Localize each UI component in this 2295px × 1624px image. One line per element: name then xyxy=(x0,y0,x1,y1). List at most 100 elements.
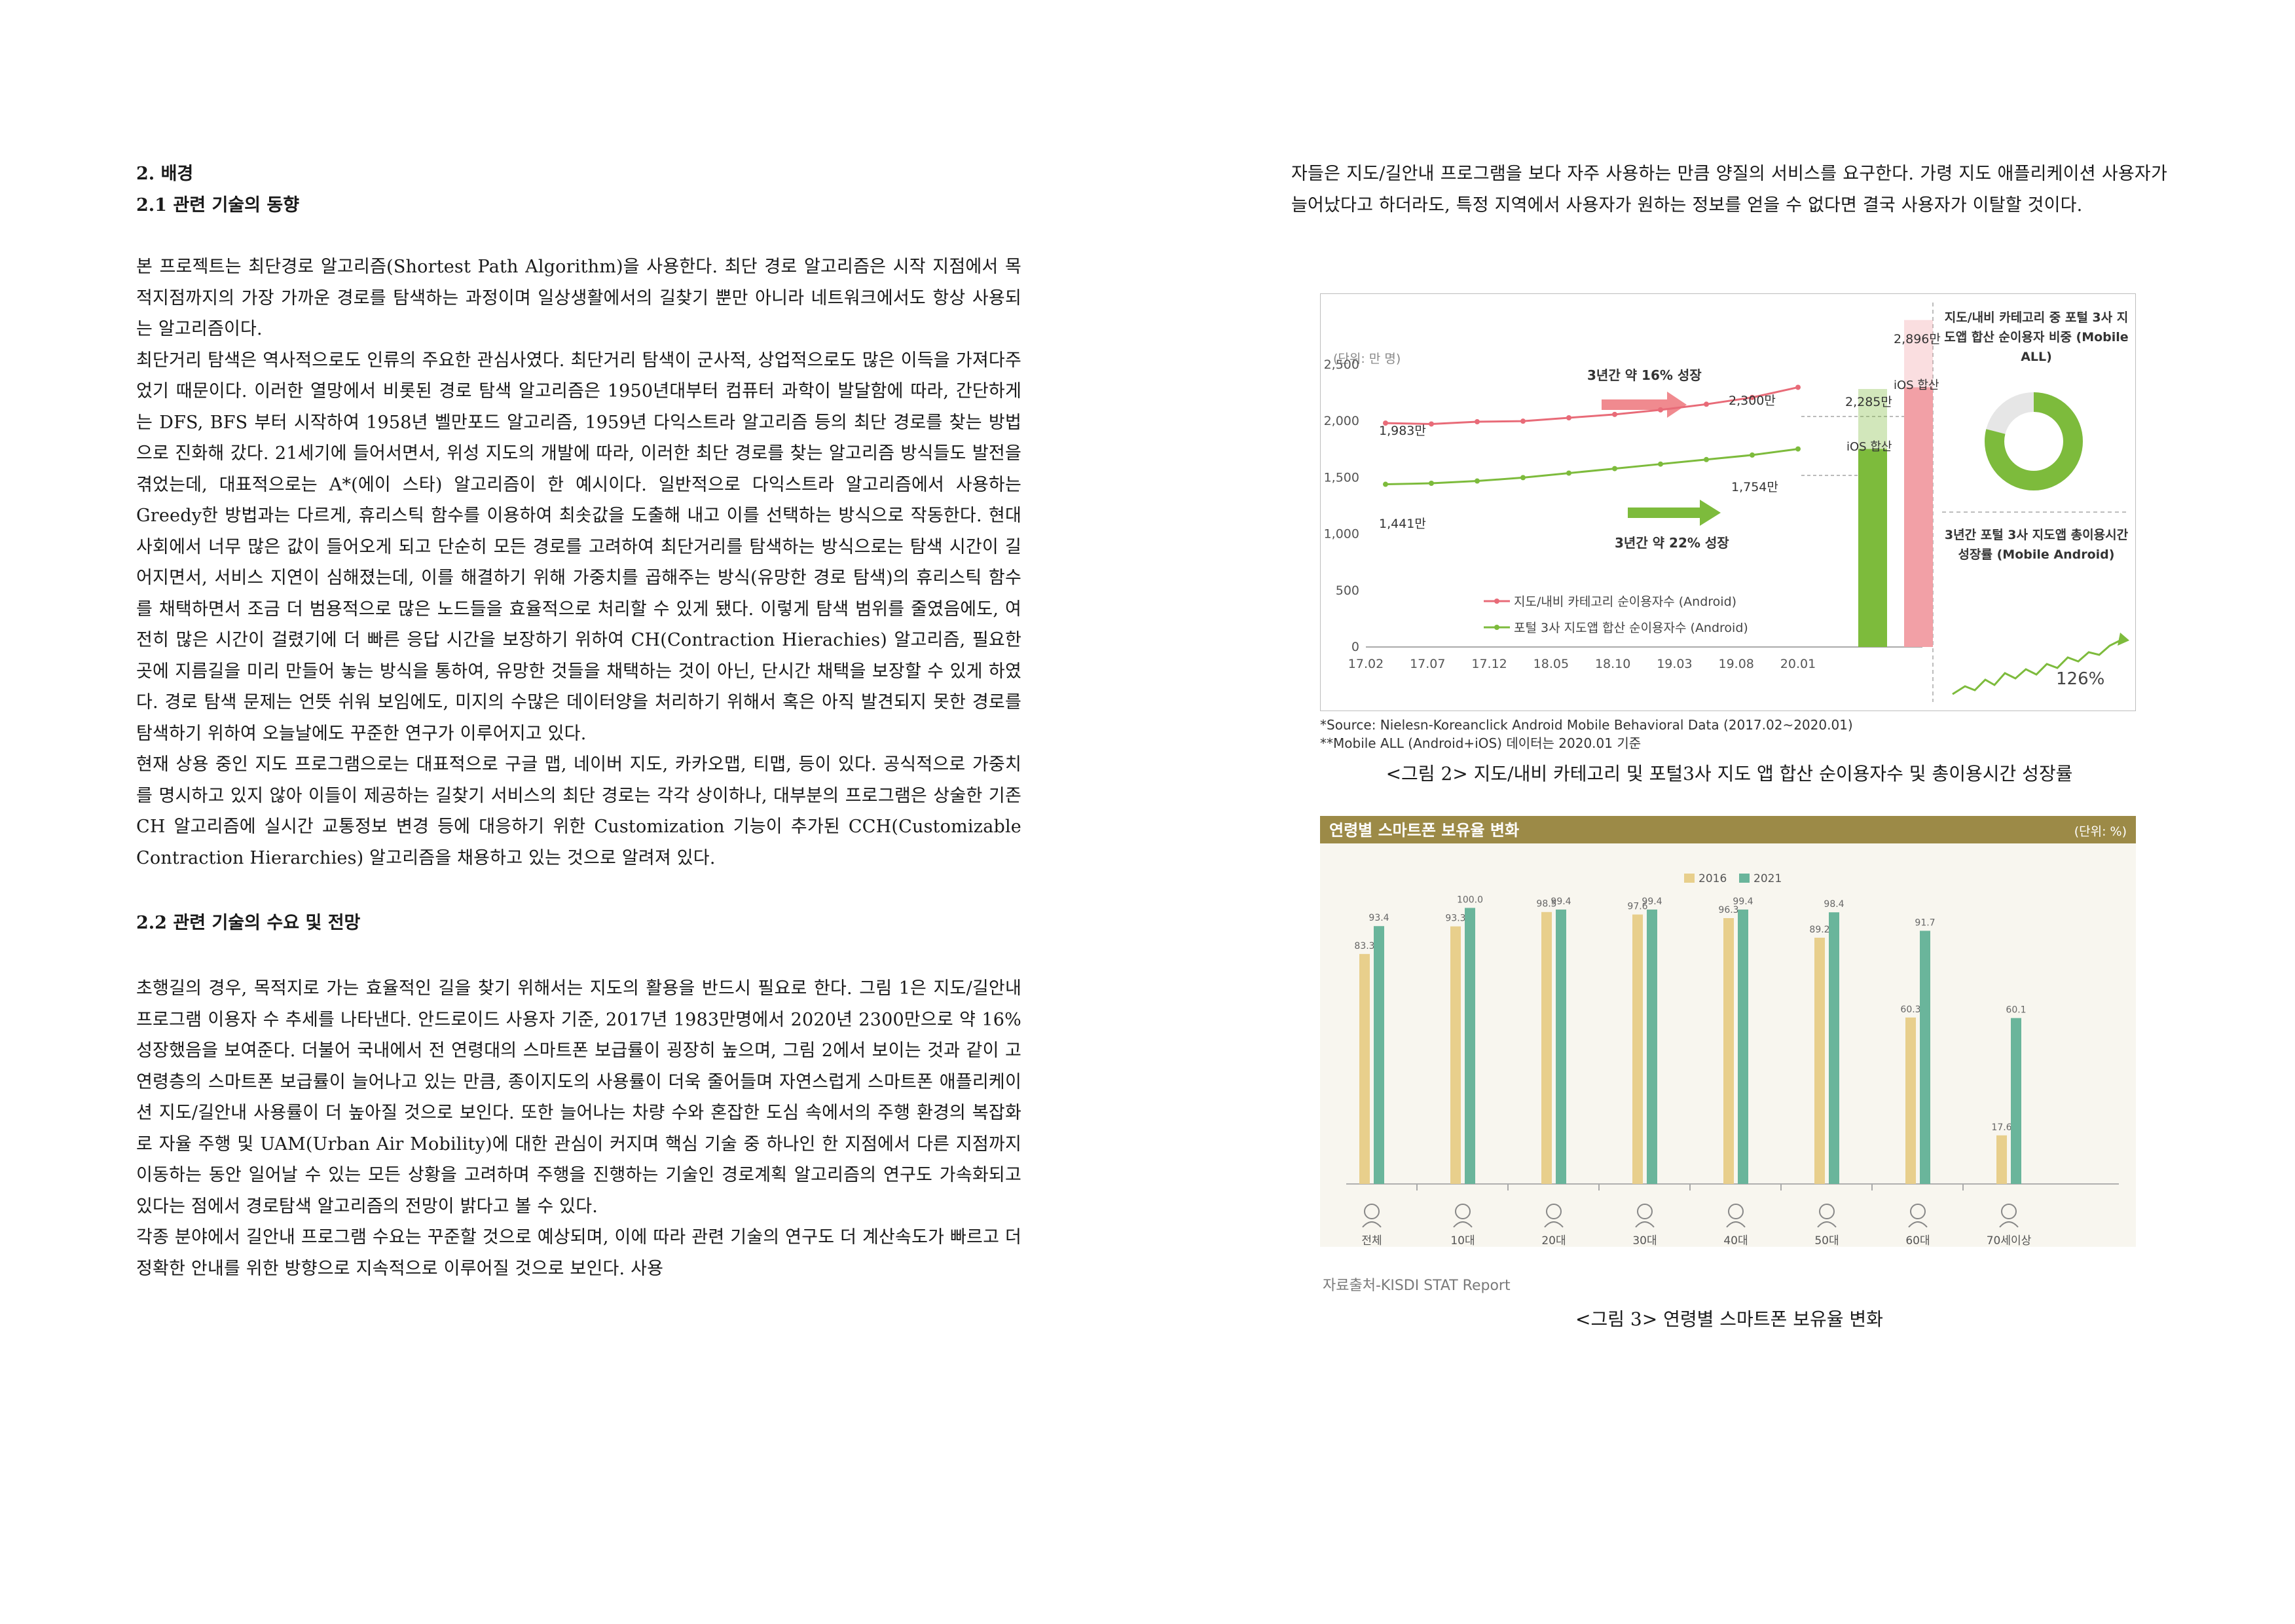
fig3-bar-2021 xyxy=(1465,908,1475,1184)
subsection-title-2-1: 2.1 관련 기술의 동향 xyxy=(136,195,300,215)
fig2-series-point xyxy=(1612,411,1617,417)
fig3-legend: 2016 2021 xyxy=(1684,872,1782,885)
paragraph-3: 현재 상용 중인 지도 프로그램으로는 대표적으로 구글 맵, 네이버 지도, … xyxy=(136,754,1021,868)
fig2-donut-value: 79% xyxy=(2015,432,2053,451)
fig3-bar-value: 17.6 xyxy=(1991,1122,2011,1133)
fig2-series-point xyxy=(1520,418,1526,424)
paragraph-5: 각종 분야에서 길안내 프로그램 수요는 꾸준할 것으로 예상되며, 이에 따라… xyxy=(136,1227,1021,1279)
fig2-bar-label-2285: 2,285만 xyxy=(1845,395,1892,409)
fig2-growth-sparkline xyxy=(1952,639,2121,695)
fig2-series-point xyxy=(1383,481,1388,487)
right-column: 자들은 지도/길안내 프로그램을 보다 자주 사용하는 만큼 양질의 서비스를 … xyxy=(1291,158,2167,221)
fig3-category-label: 전체 xyxy=(1361,1234,1382,1247)
fig3-title: 연령별 스마트폰 보유율 변화 xyxy=(1329,821,1519,840)
fig2-bar-label-2896: 2,896만 xyxy=(1894,332,1941,346)
fig3-legend-label-2016: 2016 xyxy=(1698,872,1727,885)
person-icon xyxy=(1364,1204,1380,1219)
fig3-bar-value: 93.4 xyxy=(1368,913,1389,923)
fig2-series-point xyxy=(1429,481,1434,486)
fig2-series-point xyxy=(1383,420,1388,426)
fig2-label-1441: 1,441만 xyxy=(1379,517,1426,531)
fig2-unit-label: (단위: 만 명) xyxy=(1333,352,1401,366)
fig2-source: *Source: Nielesn-Koreanclick Android Mob… xyxy=(1320,716,1853,752)
fig2-stacked-bars xyxy=(1858,320,1933,647)
paragraph-2: 최단거리 탐색은 역사적으로도 인류의 주요한 관심사였다. 최단거리 탐색이 … xyxy=(136,350,1021,744)
person-icon xyxy=(1637,1204,1653,1219)
fig3-bar-2021 xyxy=(1374,926,1384,1184)
fig3-bar-value: 97.6 xyxy=(1627,902,1647,912)
person-icon-body xyxy=(1908,1221,1928,1228)
fig2-arrow-bottom xyxy=(1628,500,1721,526)
person-icon xyxy=(1910,1204,1926,1219)
fig2-series-point xyxy=(1795,384,1801,390)
fig2-x-tick: 17.02 xyxy=(1348,657,1384,671)
fig2-growth-top: 3년간 약 16% 성장 xyxy=(1587,367,1702,383)
fig2-x-tick: 19.03 xyxy=(1657,657,1692,671)
fig3-bar-2016 xyxy=(1632,914,1643,1184)
fig3-category-label: 20대 xyxy=(1541,1234,1566,1247)
fig3-bar-value: 60.3 xyxy=(1900,1005,1920,1015)
fig3-legend-swatch-2021 xyxy=(1739,874,1750,883)
person-icon-body xyxy=(1726,1221,1746,1228)
fig3-legend-swatch-2016 xyxy=(1684,874,1695,883)
fig3-category-label: 30대 xyxy=(1632,1234,1657,1247)
fig2-source-line1: *Source: Nielesn-Koreanclick Android Mob… xyxy=(1320,717,1853,733)
fig3-bar-value: 96.3 xyxy=(1718,905,1738,915)
fig3-bar-value: 98.4 xyxy=(1824,899,1844,910)
fig2-y-tick: 2,000 xyxy=(1324,414,1359,428)
fig3-bar-value: 98.5 xyxy=(1536,899,1556,910)
fig2-series-line-1 xyxy=(1385,448,1799,486)
fig3-bar-2021 xyxy=(1556,909,1566,1184)
fig2-series-point xyxy=(1704,456,1709,462)
fig2-x-tick: 17.07 xyxy=(1410,657,1445,671)
fig2-bar-android-1 xyxy=(1904,387,1933,647)
fig3-bar-value: 60.1 xyxy=(2006,1005,2026,1016)
fig2-source-line2: **Mobile ALL (Android+iOS) 데이터는 2020.01 … xyxy=(1320,735,1642,751)
fig3-bar-2021 xyxy=(1920,931,1930,1184)
fig2-bar-android-0 xyxy=(1858,449,1887,647)
fig3-bar-value: 100.0 xyxy=(1457,895,1483,905)
fig2-series-point xyxy=(1475,478,1480,484)
person-icon-body xyxy=(1362,1221,1382,1228)
fig2-growth-value: 126% xyxy=(2056,669,2104,689)
fig2-y-tick: 500 xyxy=(1336,583,1359,598)
person-icon xyxy=(1819,1204,1835,1219)
person-icon xyxy=(1728,1204,1744,1219)
person-icon-body xyxy=(1817,1221,1837,1228)
fig2-arrow-top xyxy=(1602,392,1687,418)
fig3-bar-value: 99.4 xyxy=(1642,896,1662,907)
fig2-series-point xyxy=(1566,415,1571,420)
fig2-x-tick: 18.10 xyxy=(1595,657,1630,671)
fig3-bar-value: 99.4 xyxy=(1733,896,1753,907)
paragraph-1: 본 프로젝트는 최단경로 알고리즘(Shortest Path Algorith… xyxy=(136,257,1021,339)
left-column: 2. 배경 2.1 관련 기술의 동향 본 프로젝트는 최단경로 알고리즘(Sh… xyxy=(136,158,1021,1284)
fig2-series-point xyxy=(1520,475,1526,481)
fig2-legend: 지도/내비 카테고리 순이용자수 (Android) 포털 3사 지도앱 합산 … xyxy=(1484,595,1748,635)
fig2-y-tick: 0 xyxy=(1351,640,1359,654)
figure-3-caption: <그림 3> 연령별 스마트폰 보유율 변화 xyxy=(1575,1308,1883,1330)
fig2-bar-ios-0 xyxy=(1858,389,1887,449)
person-icon-body xyxy=(1453,1221,1473,1228)
fig2-growth-bottom: 3년간 약 22% 성장 xyxy=(1615,535,1729,551)
fig2-donut-chart xyxy=(1985,392,2083,490)
fig2-x-tick: 20.01 xyxy=(1780,657,1816,671)
fig2-series-point xyxy=(1658,461,1663,467)
fig2-x-tick: 19.08 xyxy=(1719,657,1754,671)
fig2-x-axis: 17.02 17.07 17.12 18.05 18.10 19.03 19.08 20.01 xyxy=(1348,657,1816,671)
fig3-bar-2021 xyxy=(1647,909,1657,1184)
paragraph-4: 초행길의 경우, 목적지로 가는 효율적인 길을 찾기 위해서는 지도의 활용을… xyxy=(136,978,1021,1217)
fig2-label-1983: 1,983만 xyxy=(1379,424,1426,438)
fig2-legend-red: 지도/내비 카테고리 순이용자수 (Android) xyxy=(1514,595,1736,609)
fig3-source: 자료출처-KISDI STAT Report xyxy=(1323,1278,1511,1294)
figure-2-caption: <그림 2> 지도/내비 카테고리 및 포털3사 지도 앱 합산 순이용자수 및… xyxy=(1386,763,2073,784)
fig2-bar-ios-1 xyxy=(1904,320,1933,388)
fig3-category-label: 40대 xyxy=(1723,1234,1748,1247)
fig2-series-point xyxy=(1704,401,1709,407)
fig3-bar-value: 93.3 xyxy=(1445,913,1465,924)
fig3-bar-value: 83.3 xyxy=(1354,941,1374,951)
fig3-bar-2016 xyxy=(1814,937,1825,1184)
fig3-bar-2021 xyxy=(1829,912,1839,1184)
fig3-bar-2021 xyxy=(2011,1018,2021,1184)
fig2-series-point xyxy=(1658,407,1663,413)
fig2-y-axis: 0 500 1,000 1,500 2,000 2,500 xyxy=(1324,358,1359,654)
